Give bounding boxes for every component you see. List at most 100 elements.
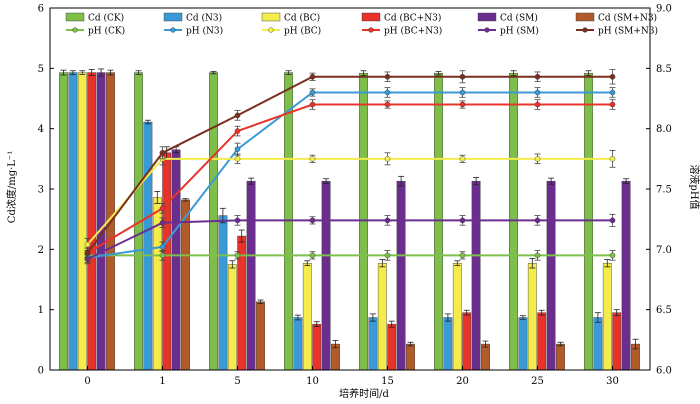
bar: [612, 312, 622, 371]
legend-bar-label: Cd (N3): [186, 13, 222, 24]
bar: [396, 180, 406, 371]
x-tick-label: 10: [306, 376, 319, 387]
x-tick-label: 5: [234, 376, 240, 387]
x-tick-label: 30: [606, 376, 619, 387]
line-point: [384, 217, 391, 224]
legend-line-marker: [170, 27, 176, 33]
line-series: [87, 219, 613, 260]
line-series: [87, 91, 613, 259]
line-point: [534, 217, 541, 224]
bar: [556, 343, 565, 371]
line-point: [459, 156, 466, 162]
x-tick-label: 1: [159, 376, 165, 387]
y-tick-label: 6: [38, 4, 44, 15]
line-point: [159, 205, 166, 212]
line-point: [309, 156, 316, 162]
bar: [518, 317, 528, 371]
legend-line-label: pH (N3): [186, 26, 223, 37]
bar: [471, 180, 481, 371]
legend-line-marker: [582, 27, 588, 33]
legend-line-label: pH (BC+N3): [384, 26, 442, 37]
bar: [321, 180, 331, 371]
x-axis-title: 培养时间/d: [339, 387, 389, 400]
bar: [462, 312, 472, 371]
line-point: [384, 156, 391, 162]
y-tick-label: 2: [38, 245, 44, 256]
bar: [143, 121, 153, 371]
line-point: [159, 149, 166, 156]
legend-line-label: pH (SM): [500, 26, 539, 37]
bar: [387, 323, 397, 371]
bar: [96, 72, 106, 371]
bar: [481, 343, 490, 371]
legend-line-marker: [368, 27, 374, 33]
legend-line-label: pH (SM+N3): [598, 26, 658, 37]
line-point: [234, 156, 241, 162]
x-tick-label: 0: [84, 376, 90, 387]
line-point: [159, 244, 166, 250]
line-point: [84, 250, 91, 256]
line-point: [609, 217, 616, 224]
bar: [312, 323, 322, 371]
line-point: [534, 73, 541, 80]
line-point: [309, 252, 316, 259]
bar: [77, 72, 87, 371]
bar: [509, 72, 518, 371]
line-point: [459, 73, 466, 80]
legend-bar-label: Cd (BC+N3): [384, 13, 441, 24]
line-point: [609, 89, 616, 96]
legend-bar-label: Cd (CK): [88, 13, 124, 24]
bar: [593, 317, 603, 371]
line-point: [309, 101, 316, 108]
bar: [527, 263, 537, 371]
line-point: [384, 89, 391, 96]
bar: [546, 180, 556, 371]
legend-bar-swatch: [65, 12, 85, 22]
line-point: [459, 217, 466, 224]
legend-line-marker: [268, 27, 274, 33]
line-point: [609, 252, 616, 259]
bar: [302, 263, 312, 371]
legend-line-label: pH (CK): [88, 26, 125, 37]
line-series: [86, 157, 613, 246]
line-point: [459, 252, 466, 259]
legend-bar-swatch: [163, 12, 183, 22]
x-tick-label: 20: [456, 376, 469, 387]
legend-bar-label: Cd (SM+N3): [598, 13, 657, 24]
y-tick-label: 4: [38, 124, 44, 135]
bar: [218, 215, 228, 371]
legend: Cd (CK) Cd (N3) Cd (BC) Cd (BC+N3) Cd (SM) Cd…: [65, 12, 658, 37]
line-point: [534, 89, 541, 96]
line-point: [234, 217, 241, 224]
bar: [171, 149, 181, 371]
line-point: [459, 89, 466, 96]
line-point: [234, 128, 241, 134]
legend-line-marker: [484, 27, 490, 33]
bar: [443, 317, 453, 371]
legend-line-label: pH (BC): [284, 26, 321, 37]
bar: [584, 72, 593, 371]
bar: [68, 72, 78, 371]
bar: [434, 72, 443, 371]
bar: [227, 264, 237, 371]
legend-bar-swatch: [477, 12, 497, 22]
legend-bar-label: Cd (SM): [500, 13, 538, 24]
line-point: [384, 101, 391, 108]
line-point: [84, 241, 91, 248]
y-tick-label: 1: [38, 305, 44, 316]
y2-tick-label: 7.5: [656, 185, 672, 196]
line-point: [309, 73, 316, 80]
bar: [162, 152, 172, 371]
line-point: [234, 112, 241, 119]
bar: [602, 263, 612, 371]
line-point: [534, 156, 541, 162]
line-point: [534, 252, 541, 259]
line-series: [86, 103, 613, 254]
bar: [59, 72, 68, 371]
y-tick-label: 3: [38, 185, 44, 196]
bar: [368, 317, 378, 371]
line-point: [234, 146, 241, 152]
bar: [246, 180, 256, 371]
